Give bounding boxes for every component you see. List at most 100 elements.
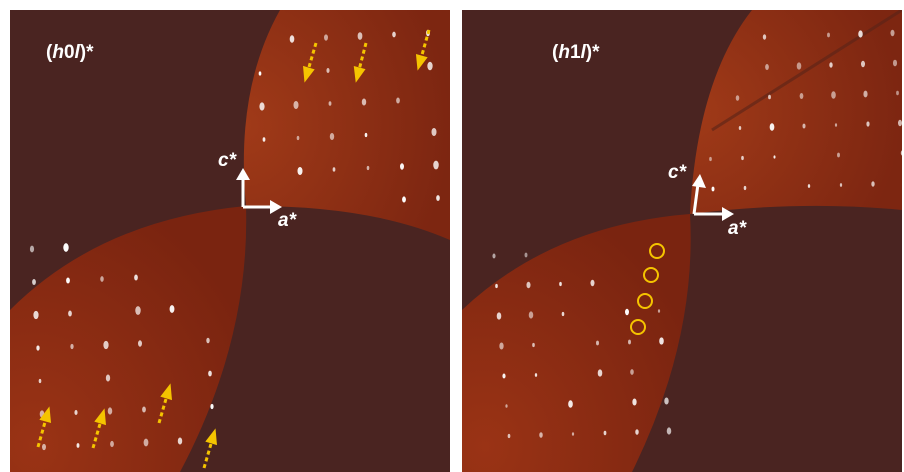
diffraction-spot <box>532 342 535 348</box>
diffraction-spot <box>524 252 528 258</box>
diffraction-spot <box>134 274 138 281</box>
dashed-arrow <box>418 29 431 63</box>
dashed-arrowhead <box>39 406 52 424</box>
panel-label-h0l: (h0l)* <box>46 42 94 63</box>
dashed-arrowhead <box>205 428 217 446</box>
diffraction-spot <box>74 409 78 416</box>
c-star-label: c* <box>218 150 236 171</box>
dashed-arrow <box>356 42 368 75</box>
diffraction-spot <box>632 398 637 406</box>
highlight-circle <box>630 319 646 335</box>
diffraction-spot <box>561 311 565 317</box>
diffraction-spot <box>597 369 603 377</box>
diffraction-spot <box>897 119 902 127</box>
diffraction-spot <box>741 155 744 161</box>
a-star-label: a* <box>278 210 296 231</box>
diffraction-spot <box>837 152 840 158</box>
diffraction-spot <box>357 32 363 40</box>
panel-label-h1l: (h1l)* <box>552 42 600 63</box>
highlight-circles <box>630 243 665 335</box>
diffraction-spot <box>177 437 183 445</box>
diffraction-spot <box>427 61 433 71</box>
reciprocal-axes <box>236 168 282 214</box>
diffraction-spots <box>492 29 902 439</box>
diffraction-spot <box>568 400 573 408</box>
diffraction-spot <box>657 309 661 313</box>
diffraction-image-h1l <box>462 10 902 472</box>
diffraction-spot <box>364 132 368 138</box>
diffraction-spot <box>100 276 104 282</box>
diffraction-spot <box>831 91 836 99</box>
dashed-arrowhead <box>160 383 172 401</box>
diffraction-spot <box>799 93 804 99</box>
diffraction-spot <box>436 195 440 201</box>
diffraction-spot <box>603 430 607 436</box>
diffraction-spot <box>860 60 866 68</box>
diffraction-spot <box>258 71 262 76</box>
diffraction-spot <box>105 374 111 382</box>
diffraction-spot <box>332 167 336 172</box>
diffraction-spot <box>505 404 508 408</box>
diffraction-spot <box>628 339 631 345</box>
dashed-arrow <box>36 414 49 448</box>
dashed-arrowhead <box>353 66 366 83</box>
diffraction-panel-h0l: (h0l)* c* a* <box>10 10 450 472</box>
diffraction-spot <box>765 64 769 70</box>
c-axis-arrow <box>692 183 700 215</box>
dashed-arrow <box>305 42 318 75</box>
diffraction-spot <box>768 94 771 100</box>
dashed-arrow <box>157 391 170 424</box>
a-axis-arrowhead <box>722 207 734 221</box>
diffraction-spot <box>896 90 899 96</box>
diffraction-spot <box>32 278 36 286</box>
diffraction-spot <box>858 30 863 38</box>
diffraction-spot <box>839 183 843 187</box>
diffraction-spot <box>293 100 299 110</box>
diffraction-spot <box>259 102 265 111</box>
diffraction-spot <box>666 427 672 435</box>
diffraction-spot <box>871 181 875 187</box>
diffraction-spot <box>738 126 742 130</box>
diffraction-spot <box>433 160 439 170</box>
diffraction-spot <box>526 281 531 289</box>
highlight-circle <box>649 243 665 259</box>
diffraction-spot <box>143 438 149 447</box>
diffraction-spot <box>709 156 712 162</box>
c-star-label: c* <box>668 162 686 183</box>
diffraction-spot <box>142 406 146 413</box>
diffraction-spot <box>866 121 870 127</box>
diffraction-spot <box>496 312 502 320</box>
diffraction-spot <box>596 340 599 346</box>
diffraction-spot <box>499 342 504 350</box>
dashed-arrowhead <box>94 408 106 426</box>
diffraction-spot <box>76 443 80 448</box>
dashed-arrowhead <box>303 65 315 83</box>
diffraction-spot <box>559 281 562 287</box>
diffraction-spot <box>392 31 396 38</box>
diffraction-spot <box>396 97 400 104</box>
a-axis-arrowhead <box>270 200 282 214</box>
diffraction-spot <box>42 443 46 451</box>
diffraction-spot <box>892 59 898 67</box>
diffraction-spot <box>630 369 634 375</box>
diffraction-spot <box>743 185 747 191</box>
diffraction-spot <box>502 373 506 379</box>
dashed-arrow <box>91 416 104 449</box>
diffraction-spot <box>326 67 330 74</box>
diffraction-spot <box>802 123 806 129</box>
diffraction-spot <box>402 196 406 203</box>
diffraction-spot <box>329 132 335 141</box>
diffraction-spot <box>807 184 811 188</box>
diffraction-image-h0l <box>10 10 450 472</box>
diffraction-spot <box>890 29 895 37</box>
diffraction-spot <box>571 432 575 436</box>
diffraction-spot <box>210 403 214 410</box>
dashed-arrowhead <box>415 53 428 71</box>
diffraction-spot <box>659 337 664 345</box>
dashed-arrows <box>36 29 431 469</box>
diffraction-panel-h1l: (h1l)* c* a* <box>462 10 902 472</box>
diffraction-spot <box>492 253 496 259</box>
diffraction-spot <box>590 279 595 287</box>
c-axis-arrowhead <box>236 168 250 180</box>
detector-streak <box>711 10 902 132</box>
